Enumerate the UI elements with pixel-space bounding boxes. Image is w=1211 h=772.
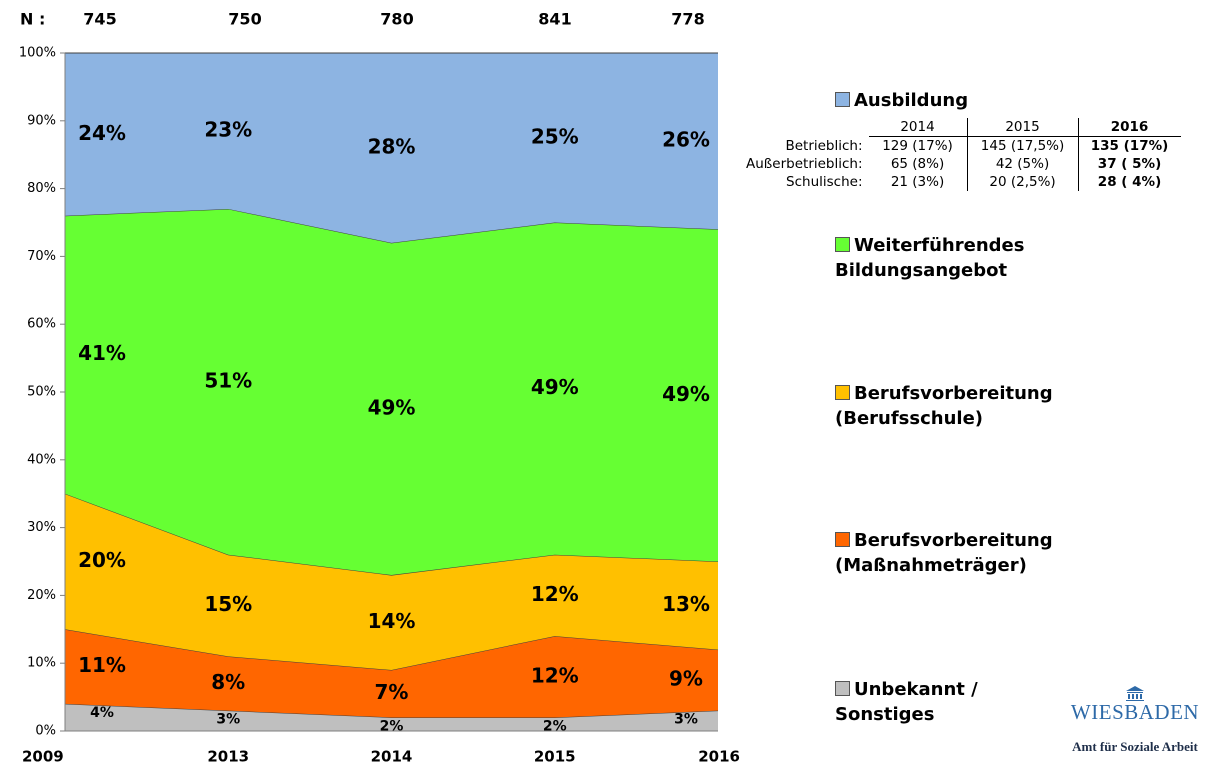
legend-label: Berufsvorbereitung (Berufsschule) <box>835 383 1053 429</box>
area <box>65 629 718 718</box>
legend-label: Ausbildung <box>854 90 969 111</box>
data-label: 2% <box>380 718 404 734</box>
data-label: 49% <box>662 382 710 406</box>
x-tick-label: 2016 <box>698 748 740 766</box>
legend-item: Weiterführendes Bildungsangebot <box>835 233 1075 283</box>
table-row: Schulische: 21 (3%) 20 (2,5%) 28 ( 4%) <box>740 173 1181 191</box>
y-tick-label: 50% <box>27 385 56 400</box>
y-tick-label: 90% <box>27 113 56 128</box>
data-label: 3% <box>674 712 698 728</box>
row-label: Schulische: <box>786 174 863 190</box>
y-tick-label: 0% <box>35 724 56 739</box>
area <box>65 493 718 670</box>
row-label: Außerbetrieblich: <box>746 156 863 172</box>
data-label: 23% <box>204 117 252 141</box>
n-value: 780 <box>380 10 413 29</box>
table-cell: 135 (17%) <box>1077 136 1181 155</box>
data-label: 9% <box>669 667 703 691</box>
y-tick-label: 10% <box>27 656 56 671</box>
data-label: 4% <box>90 705 114 721</box>
n-value: 778 <box>671 10 704 29</box>
x-tick-label: 2009 <box>22 748 64 766</box>
legend-swatch <box>835 385 850 400</box>
table-cell: 129 (17%) <box>882 138 953 154</box>
data-label: 51% <box>204 368 252 392</box>
data-label: 8% <box>211 670 245 694</box>
data-label: 25% <box>531 124 579 148</box>
legend-swatch <box>835 92 850 107</box>
table-cell: 145 (17,5%) <box>966 136 1079 155</box>
n-label: N : <box>20 10 45 29</box>
legend-swatch <box>835 237 850 252</box>
legend-item: Berufsvorbereitung (Maßnahmeträger) <box>835 528 1075 578</box>
data-label: 7% <box>375 680 409 704</box>
table-cell: 65 (8%) <box>890 156 945 172</box>
table-cell: 42 (5%) <box>966 155 1079 173</box>
table-row: Außerbetrieblich: 65 (8%) 42 (5%) 37 ( 5%) <box>740 155 1181 173</box>
y-tick-label: 70% <box>27 249 56 264</box>
logo-city: WIESBADEN <box>1070 700 1200 724</box>
legend-label: Weiterführendes Bildungsangebot <box>835 235 1025 281</box>
data-label: 49% <box>368 395 416 419</box>
data-label: 28% <box>368 134 416 158</box>
logo-icon <box>1126 686 1144 701</box>
legend-label: Berufsvorbereitung (Maßnahmeträger) <box>835 530 1053 576</box>
data-label: 12% <box>531 582 579 606</box>
legend-item: Ausbildung <box>835 88 1075 113</box>
table-cell: 37 ( 5%) <box>1077 155 1181 173</box>
logo-department: Amt für Soziale Arbeit <box>1072 739 1198 754</box>
x-tick-label: 2013 <box>207 748 249 766</box>
data-label: 11% <box>78 653 126 677</box>
legend-swatch <box>835 532 850 547</box>
table-cell: 20 (2,5%) <box>966 173 1079 191</box>
row-label: Betrieblich: <box>785 137 863 154</box>
y-tick-label: 80% <box>27 181 56 196</box>
table-cell: 21 (3%) <box>890 174 945 190</box>
y-tick-label: 100% <box>19 46 56 61</box>
data-label: 49% <box>531 375 579 399</box>
legend-swatch <box>835 681 850 696</box>
y-tick-label: 30% <box>27 520 56 535</box>
table-body: Betrieblich: 129 (17%) 145 (17,5%) 135 (17%… <box>740 136 1181 191</box>
legend-item: Berufsvorbereitung (Berufsschule) <box>835 381 1075 431</box>
data-label: 20% <box>78 548 126 572</box>
data-label: 14% <box>368 609 416 633</box>
table-corner <box>740 118 869 137</box>
x-tick-label: 2015 <box>534 748 576 766</box>
area <box>65 53 718 243</box>
data-label: 2% <box>543 718 567 734</box>
ausbildung-table: 2014 2015 2016 Betrieblich: 129 (17%) 145 … <box>740 118 1181 191</box>
data-label: 13% <box>662 592 710 616</box>
y-tick-label: 60% <box>27 317 56 332</box>
table-header-cell: 2014 <box>868 118 968 137</box>
data-label: 26% <box>662 128 710 152</box>
legend-item: Unbekannt / Sonstiges <box>835 677 1075 727</box>
legend-label: Unbekannt / Sonstiges <box>835 679 978 725</box>
table-header-cell: 2016 <box>1077 118 1181 137</box>
n-value: 841 <box>538 10 571 29</box>
n-value: 745 <box>83 10 116 29</box>
data-label: 41% <box>78 341 126 365</box>
data-label: 12% <box>531 663 579 687</box>
y-tick-label: 40% <box>27 452 56 467</box>
table-header-cell: 2015 <box>966 118 1079 137</box>
area <box>65 208 718 576</box>
table-row: Betrieblich: 129 (17%) 145 (17,5%) 135 (17%… <box>740 136 1181 155</box>
data-label: 15% <box>204 592 252 616</box>
table-cell: 28 ( 4%) <box>1077 173 1181 191</box>
table-header: 2014 2015 2016 <box>740 118 1181 137</box>
data-label: 3% <box>216 712 240 728</box>
logo: WIESBADEN Amt für Soziale Arbeit <box>1060 685 1210 755</box>
n-value: 750 <box>228 10 261 29</box>
y-tick-label: 20% <box>27 588 56 603</box>
x-tick-label: 2014 <box>371 748 413 766</box>
data-label: 24% <box>78 121 126 145</box>
